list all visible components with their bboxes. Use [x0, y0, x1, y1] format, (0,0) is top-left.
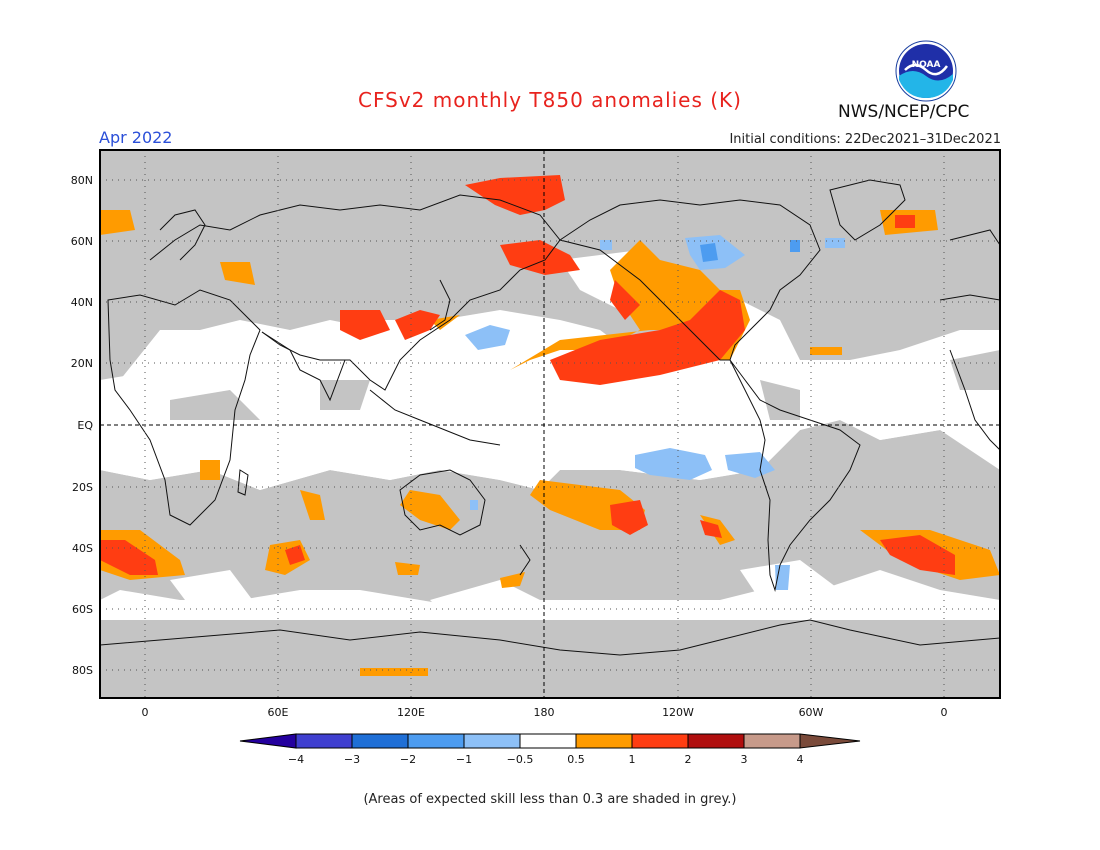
longitude-labels: 0 60E 120E 180 120W 60W 0: [142, 706, 948, 719]
skill-footnote: (Areas of expected skill less than 0.3 a…: [363, 792, 737, 807]
colorbar-swatch: [743, 733, 801, 749]
colorbar-swatch: [575, 733, 633, 749]
lon-label: 180: [534, 706, 555, 719]
coastlines: [100, 179, 1000, 656]
anomaly-neg-1-to-neg-2: [700, 240, 800, 262]
colorbar-label: −4: [288, 753, 304, 766]
colorbar-labels: −4 −3 −2 −1 −0.5 0.5 1 2 3 4: [288, 753, 804, 766]
initial-conditions: Initial conditions: 22Dec2021–31Dec2021: [729, 132, 1001, 147]
noaa-logo-icon: NOAA: [895, 40, 957, 102]
colorbar-label: −1: [456, 753, 472, 766]
colorbar-swatch: [407, 733, 465, 749]
colorbar-label: 1: [629, 753, 636, 766]
lon-label: 60W: [799, 706, 824, 719]
colorbar-swatch: [295, 733, 353, 749]
colorbar-swatch: [351, 733, 409, 749]
map-field: [100, 150, 1000, 698]
colorbar-label: 3: [741, 753, 748, 766]
lat-label: 40N: [71, 296, 93, 309]
colorbar-label: 2: [685, 753, 692, 766]
lat-label: 20S: [72, 481, 93, 494]
graticule: [100, 150, 1000, 698]
colorbar-swatch: [631, 733, 689, 749]
colorbar-label: 4: [797, 753, 804, 766]
colorbar: [239, 733, 861, 749]
lat-label: 80N: [71, 174, 93, 187]
colorbar-label: −0.5: [507, 753, 534, 766]
noaa-logo-text: NOAA: [912, 60, 941, 70]
forecast-month: Apr 2022: [99, 128, 173, 147]
lat-label: 60S: [72, 603, 93, 616]
agency-label: NWS/NCEP/CPC: [838, 102, 970, 122]
reference-lines: [100, 150, 1000, 698]
lon-label: 0: [142, 706, 149, 719]
colorbar-swatch: [463, 733, 521, 749]
colorbar-label: −2: [400, 753, 416, 766]
lon-label: 0: [941, 706, 948, 719]
anomaly-neg-0.5-to-neg-1: [465, 235, 845, 590]
map-title: CFSv2 monthly T850 anomalies (K): [358, 88, 742, 112]
colorbar-swatch: [799, 733, 861, 749]
colorbar-swatch: [519, 733, 577, 749]
lat-label: EQ: [77, 419, 93, 432]
lat-label: 60N: [71, 235, 93, 248]
colorbar-swatch: [687, 733, 745, 749]
lat-label: 80S: [72, 664, 93, 677]
anomaly-1-to-2: [100, 175, 955, 575]
lat-label: 20N: [71, 357, 93, 370]
lon-label: 120E: [397, 706, 425, 719]
colorbar-label: 0.5: [567, 753, 585, 766]
lat-label: 40S: [72, 542, 93, 555]
colorbar-swatch: [239, 733, 297, 749]
colorbar-label: −3: [344, 753, 360, 766]
latitude-labels: 80N 60N 40N 20N EQ 20S 40S 60S 80S: [71, 174, 94, 677]
lon-label: 120W: [662, 706, 694, 719]
low-skill-shading: [100, 150, 1000, 698]
lon-label: 60E: [268, 706, 289, 719]
map-frame: [99, 149, 1001, 699]
